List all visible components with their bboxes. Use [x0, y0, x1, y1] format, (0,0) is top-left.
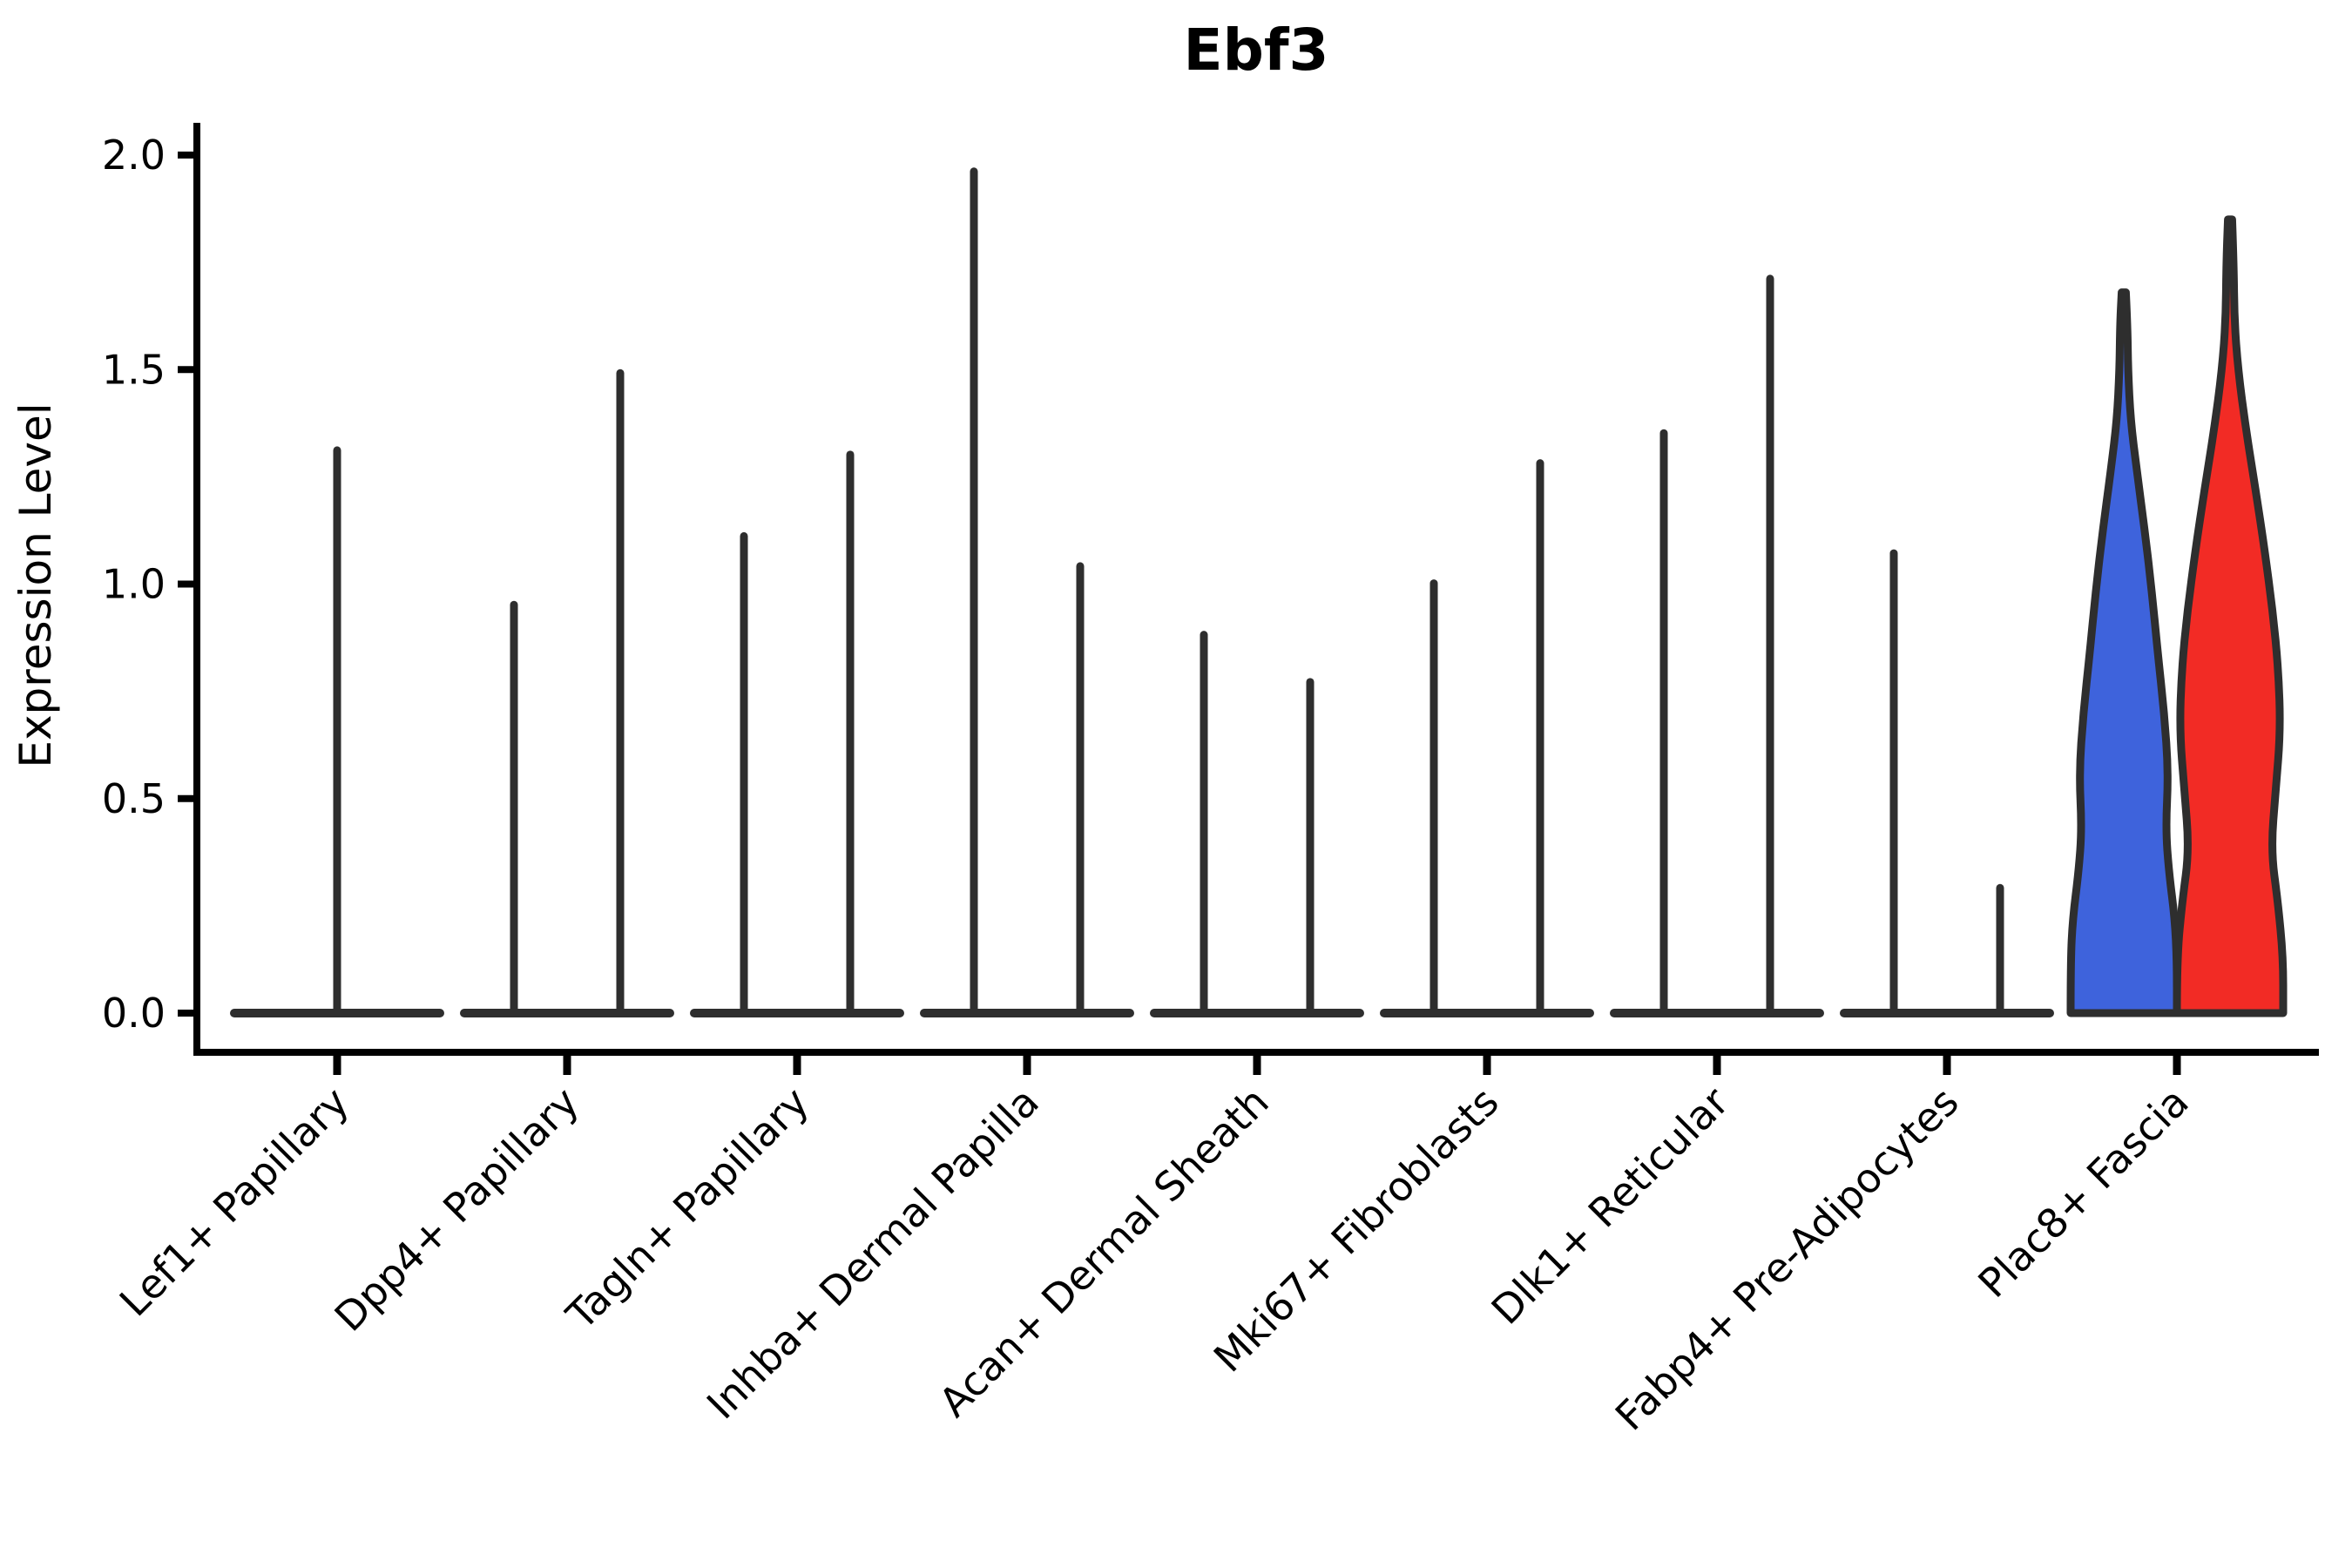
violins-layer — [230, 167, 2288, 1017]
y-tick-labels-layer: 2.0 1.5 1.0 0.5 0.0 — [102, 132, 166, 1037]
y-ticks-layer — [178, 152, 197, 1017]
x-ticks-layer — [333, 1052, 2181, 1075]
x-tick-label: Plac8+ Fascia — [1969, 1078, 2197, 1307]
y-tick-label: 0.0 — [102, 990, 166, 1037]
y-tick-label: 1.0 — [102, 561, 166, 608]
y-axis-label: Expression Level — [10, 402, 61, 767]
filled-violin — [2066, 288, 2181, 1017]
y-tick-label: 2.0 — [102, 132, 166, 179]
x-tick-label: Lef1+ Papillary — [111, 1078, 358, 1326]
y-tick-label: 0.5 — [102, 775, 166, 822]
chart-title: Ebf3 — [1184, 17, 1329, 84]
x-tick-label: Tagln+ Papillary — [557, 1078, 818, 1340]
x-tick-label: Dpp4+ Papillary — [326, 1078, 588, 1341]
x-tick-label: Dlk1+ Reticular — [1483, 1078, 1738, 1334]
filled-violin — [2173, 215, 2288, 1017]
y-tick-label: 1.5 — [102, 346, 166, 393]
